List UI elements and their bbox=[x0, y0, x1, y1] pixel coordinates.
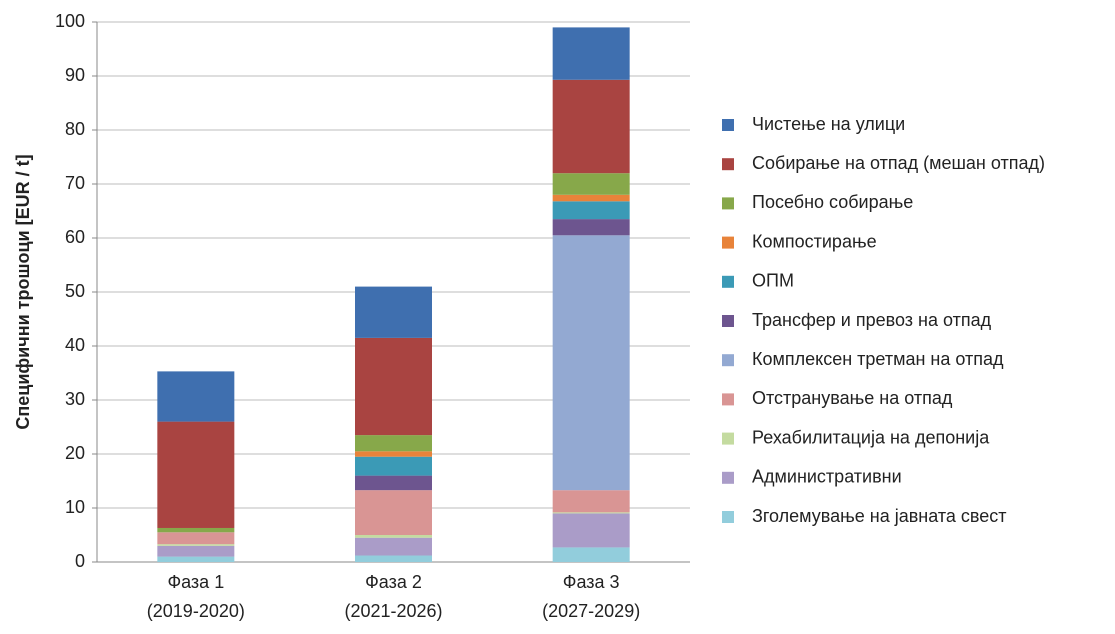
legend-swatch bbox=[722, 197, 734, 210]
bar-segment bbox=[552, 513, 630, 548]
bar-segment bbox=[157, 371, 235, 422]
bar-segment bbox=[552, 201, 630, 220]
legend-label: Собирање на отпад (мешан отпад) bbox=[752, 153, 1045, 173]
bar-segment bbox=[355, 537, 432, 556]
bar-segment bbox=[355, 535, 432, 538]
y-tick-label: 10 bbox=[65, 497, 85, 517]
legend-swatch bbox=[722, 393, 734, 406]
bar-segment bbox=[157, 544, 235, 546]
legend-label: Чистење на улици bbox=[752, 114, 905, 134]
legend-swatch bbox=[722, 236, 734, 249]
bar-segment bbox=[552, 235, 630, 491]
bar-segment bbox=[355, 337, 432, 436]
bar-segment bbox=[552, 27, 630, 80]
legend-label: Посебно собирање bbox=[752, 192, 913, 212]
legend-label: Рехабилитација на депонија bbox=[752, 427, 990, 447]
y-tick-label: 100 bbox=[55, 11, 85, 31]
legend-swatch bbox=[722, 471, 734, 484]
legend-swatch bbox=[722, 315, 734, 327]
bar-segment bbox=[355, 451, 432, 457]
y-axis-label: Специфични трошоци [EUR / t] bbox=[13, 154, 33, 429]
legend-swatch bbox=[722, 511, 734, 523]
bar-segment bbox=[355, 490, 432, 535]
legend-swatch bbox=[722, 432, 734, 445]
legend-swatch bbox=[722, 354, 734, 367]
bar-segment bbox=[552, 512, 630, 514]
bar-segment bbox=[355, 475, 432, 491]
x-tick-label: (2021-2026) bbox=[344, 601, 442, 621]
legend-swatch bbox=[722, 275, 734, 288]
x-tick-label: Фаза 2 bbox=[365, 572, 422, 592]
bar-segment bbox=[552, 490, 630, 513]
bar-segment bbox=[157, 532, 235, 545]
y-tick-label: 60 bbox=[65, 227, 85, 247]
bar-segment bbox=[552, 173, 630, 195]
bar-segment bbox=[355, 286, 432, 338]
legend-label: Административни bbox=[752, 467, 902, 487]
bar-segment bbox=[355, 456, 432, 476]
legend-label: Зголемување на јавната свест bbox=[752, 506, 1007, 526]
bar-segment bbox=[552, 194, 630, 202]
y-tick-label: 70 bbox=[65, 173, 85, 193]
y-tick-label: 0 bbox=[75, 551, 85, 571]
legend-label: Отстранување на отпад bbox=[752, 388, 953, 408]
x-tick-label: (2027-2029) bbox=[542, 601, 640, 621]
y-tick-label: 90 bbox=[65, 65, 85, 85]
y-tick-label: 50 bbox=[65, 281, 85, 301]
y-tick-label: 80 bbox=[65, 119, 85, 139]
legend-swatch bbox=[722, 158, 734, 171]
bar-segment bbox=[157, 421, 235, 528]
bar-segment bbox=[355, 555, 432, 562]
legend-label: Комплексен третман на отпад bbox=[752, 349, 1004, 369]
bar-segment bbox=[157, 527, 235, 533]
legend-swatch bbox=[722, 119, 734, 131]
x-tick-label: Фаза 3 bbox=[563, 572, 620, 592]
x-tick-label: (2019-2020) bbox=[147, 601, 245, 621]
x-tick-label: Фаза 1 bbox=[167, 572, 224, 592]
bar-segment bbox=[552, 219, 630, 236]
legend-label: Трансфер и превоз на отпад bbox=[752, 310, 992, 330]
bar-segment bbox=[157, 545, 235, 557]
bar-segment bbox=[552, 79, 630, 174]
y-tick-label: 40 bbox=[65, 335, 85, 355]
bar-segment bbox=[355, 435, 432, 452]
y-tick-label: 20 bbox=[65, 443, 85, 463]
bar-segment bbox=[157, 556, 235, 562]
bar-segment bbox=[552, 547, 630, 562]
legend-label: ОПМ bbox=[752, 271, 794, 291]
legend-label: Компостирање bbox=[752, 231, 877, 251]
y-tick-label: 30 bbox=[65, 389, 85, 409]
